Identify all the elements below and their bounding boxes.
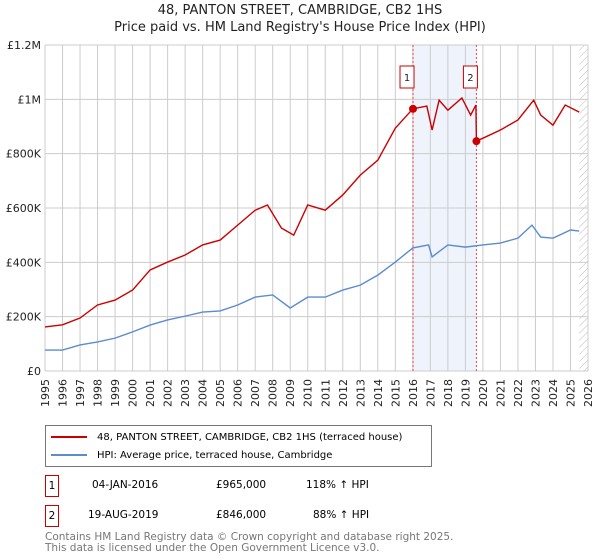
sale-point bbox=[472, 137, 481, 146]
sale-row-1: 1 04-JAN-2016 £965,000 118% ↑ HPI bbox=[45, 475, 445, 497]
x-tick-label: 2001 bbox=[144, 379, 157, 407]
x-tick-label: 2024 bbox=[547, 379, 560, 407]
sale-price: £846,000 bbox=[216, 509, 267, 521]
x-tick-label: 1997 bbox=[74, 379, 87, 407]
x-tick-label: 2023 bbox=[529, 379, 542, 407]
sale-hpi: 118% ↑ HPI bbox=[306, 479, 369, 491]
sale-marker-box bbox=[462, 65, 478, 89]
y-tick-label: £800K bbox=[6, 148, 42, 161]
x-tick-label: 2013 bbox=[354, 379, 367, 407]
footer-line: Contains HM Land Registry data © Crown c… bbox=[45, 531, 454, 543]
x-tick-label: 2010 bbox=[302, 379, 315, 407]
x-tick-label: 2005 bbox=[214, 379, 227, 407]
x-tick-label: 1998 bbox=[92, 379, 105, 407]
sale-price: £965,000 bbox=[216, 479, 267, 491]
y-tick-label: £600K bbox=[6, 202, 42, 215]
y-tick-label: £400K bbox=[6, 256, 42, 269]
x-tick-label: 2007 bbox=[249, 379, 262, 407]
property-price-line bbox=[44, 96, 580, 328]
chart-title: 48, PANTON STREET, CAMBRIDGE, CB2 1HS bbox=[157, 3, 443, 18]
x-tick-label: 2011 bbox=[319, 379, 332, 407]
sale-date: 19-AUG-2019 bbox=[88, 509, 159, 521]
x-tick-label: 2004 bbox=[197, 379, 210, 407]
x-tick-label: 2025 bbox=[564, 379, 577, 407]
x-tick-label: 2003 bbox=[179, 379, 192, 407]
legend-label-property: 48, PANTON STREET, CAMBRIDGE, CB2 1HS (t… bbox=[97, 431, 403, 443]
sale-hpi: 88% ↑ HPI bbox=[313, 509, 370, 521]
x-tick-label: 2015 bbox=[389, 379, 402, 407]
sale-date: 04-JAN-2016 bbox=[92, 479, 159, 491]
x-tick-label: 2014 bbox=[372, 379, 385, 407]
legend-label-hpi: HPI: Average price, terraced house, Camb… bbox=[97, 449, 333, 461]
sale-marker-box bbox=[399, 65, 415, 89]
y-tick-label: £1M bbox=[18, 93, 42, 106]
chart-subtitle: Price paid vs. HM Land Registry's House … bbox=[114, 20, 486, 35]
x-tick-label: 1996 bbox=[57, 379, 70, 407]
footer: Contains HM Land Registry data © Crown c… bbox=[45, 532, 453, 554]
x-tick-label: 2006 bbox=[232, 379, 245, 407]
y-tick-label: £200K bbox=[6, 311, 42, 324]
x-tick-label: 2022 bbox=[512, 379, 525, 407]
sale-marker-number: 1 bbox=[404, 73, 410, 84]
x-tick-label: 2009 bbox=[284, 379, 297, 407]
hpi-line bbox=[45, 224, 580, 351]
plot-area: 1995 1996 1997 1998 1999 2000 2001 2002 2003 2004… bbox=[6, 39, 595, 407]
sale-row-2: 2 19-AUG-2019 £846,000 88% ↑ HPI bbox=[45, 505, 445, 527]
x-tick-label: 1995 bbox=[39, 379, 52, 407]
x-tick-label: 2000 bbox=[127, 379, 140, 407]
x-tick-label: 2016 bbox=[407, 379, 420, 407]
x-tick-label: 1999 bbox=[109, 379, 122, 407]
y-tick-label: £0 bbox=[27, 365, 41, 378]
x-tick-label: 2017 bbox=[424, 379, 437, 407]
legend: 48, PANTON STREET, CAMBRIDGE, CB2 1HS (t… bbox=[45, 425, 432, 467]
x-tick-label: 2008 bbox=[267, 379, 280, 407]
legend-blue-line bbox=[51, 454, 87, 456]
x-tick-label: 2002 bbox=[162, 379, 175, 407]
sale-point bbox=[409, 104, 418, 113]
x-tick-label: 2018 bbox=[442, 379, 455, 407]
x-tick-label: 2020 bbox=[477, 379, 490, 407]
x-tick-label: 2019 bbox=[459, 379, 472, 407]
sale-marker-label: 2 bbox=[45, 505, 59, 527]
footer-line: This data is licensed under the Open Gov… bbox=[45, 542, 380, 554]
sale-marker-label: 1 bbox=[45, 475, 59, 497]
legend-red-line bbox=[51, 436, 87, 438]
x-tick-label: 2012 bbox=[337, 379, 350, 407]
y-tick-label: £1.2M bbox=[7, 39, 41, 52]
x-tick-label: 2026 bbox=[582, 379, 595, 407]
x-tick-label: 2021 bbox=[494, 379, 507, 407]
sale-marker-number: 2 bbox=[467, 73, 473, 84]
